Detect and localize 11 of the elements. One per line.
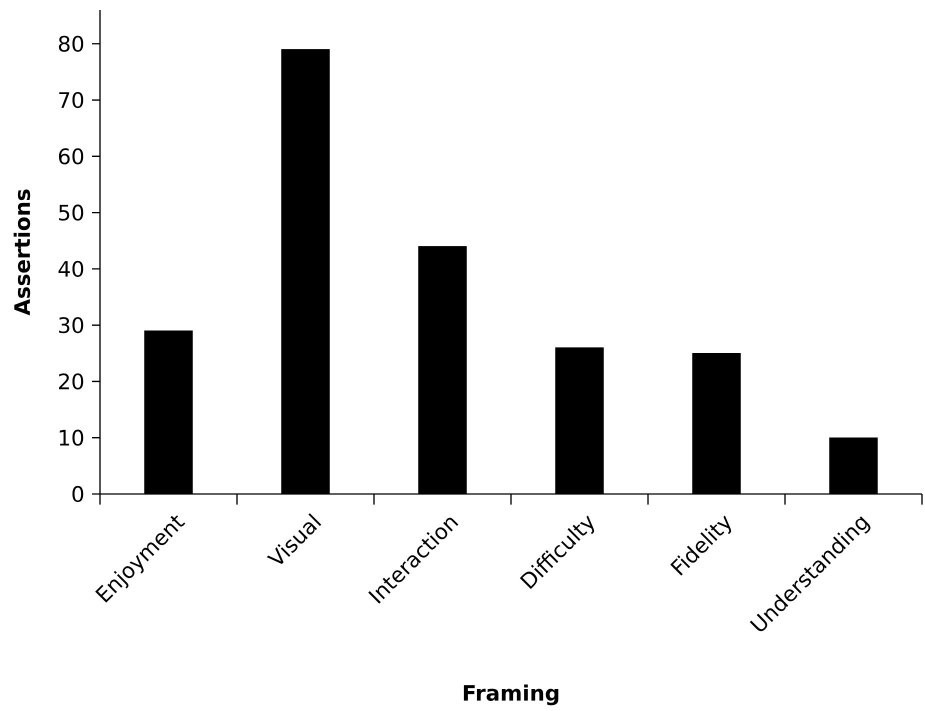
y-tick-label: 70	[59, 92, 84, 108]
y-tick-label: 0	[72, 486, 84, 502]
y-tick-label: 30	[59, 317, 84, 334]
x-axis-title: Framing	[464, 684, 558, 706]
y-tick-label: 40	[58, 260, 84, 277]
y-tick-label: 50	[59, 204, 84, 221]
y-tick-label: 10	[60, 430, 84, 446]
y-axis-title: Assertions	[14, 190, 30, 316]
y-tick-label: 60	[58, 148, 84, 164]
y-tick-label: 80	[58, 36, 84, 52]
y-tick-label: 20	[59, 373, 84, 390]
